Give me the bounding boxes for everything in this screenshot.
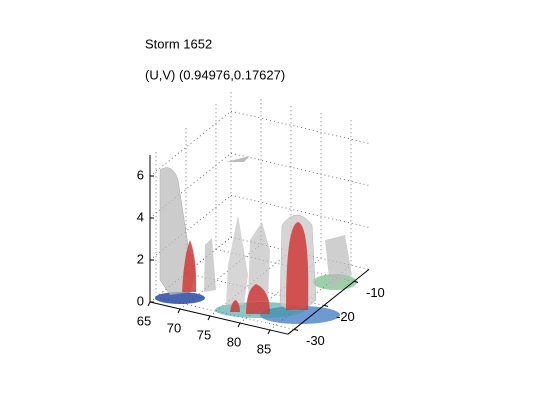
chart-subtitle: (U,V) (0.94976,0.17627) — [145, 67, 285, 82]
grid-line — [149, 110, 232, 177]
z-tick-label: 2 — [137, 251, 144, 266]
grid-line — [230, 110, 370, 144]
z-tick-label: 4 — [137, 209, 144, 224]
x-tick-label: 80 — [227, 334, 241, 349]
y-axis — [287, 269, 370, 335]
x-tick-label: 85 — [257, 341, 271, 356]
isosurfaces — [155, 156, 357, 324]
x-axis — [149, 301, 289, 335]
z-tick-label: 0 — [137, 293, 144, 308]
y-tick — [353, 280, 359, 283]
x-tick — [177, 308, 181, 314]
y-tick-label: -10 — [366, 285, 385, 300]
y-tick-label: -20 — [336, 309, 355, 324]
x-tick — [207, 315, 211, 321]
x-tick — [237, 322, 241, 328]
z-tick-label: 6 — [137, 167, 144, 182]
x-tick — [267, 329, 271, 335]
chart-title: Storm 1652 — [145, 36, 212, 51]
x-tick-label: 70 — [167, 320, 181, 335]
x-tick-label: 75 — [197, 327, 211, 342]
grid-line — [230, 152, 370, 186]
y-tick — [323, 304, 329, 307]
axes: 65 70 75 80 85 -30 -20 -10 0 2 4 6 — [137, 155, 385, 356]
x-tick — [147, 301, 151, 307]
x-tick-label: 65 — [137, 313, 151, 328]
y-tick — [293, 328, 299, 331]
y-tick-label: -30 — [306, 333, 325, 348]
